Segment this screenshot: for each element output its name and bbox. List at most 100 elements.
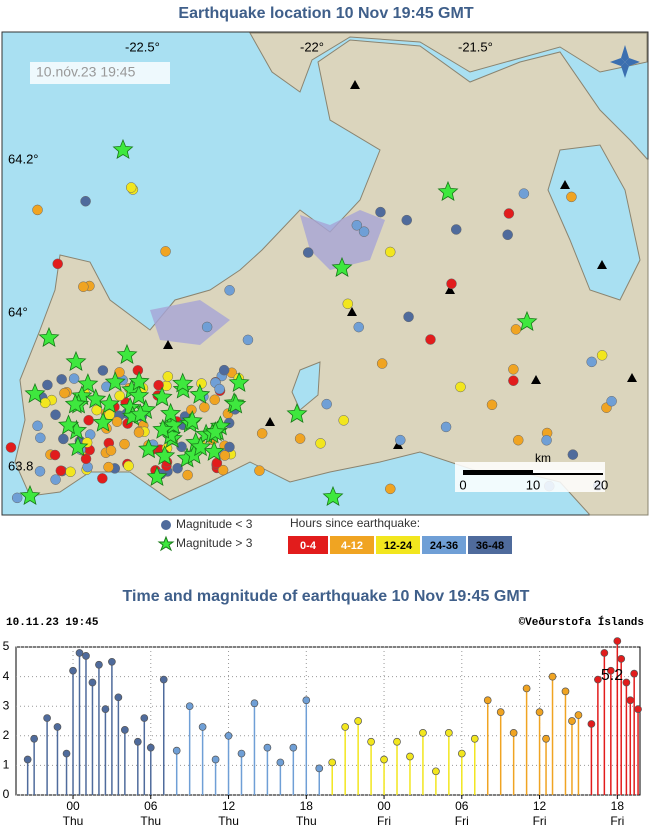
quake-star [58, 414, 79, 435]
stem-head [380, 755, 388, 764]
landmark [627, 373, 637, 382]
quake-dot [201, 321, 213, 333]
stem-head [108, 657, 116, 666]
quake-dot [395, 434, 406, 446]
stem-head [574, 711, 583, 719]
hours-swatch [468, 536, 512, 554]
quake-star [203, 440, 225, 461]
quake-dot [119, 438, 130, 450]
compass [610, 45, 640, 78]
x-tick-day: Fri [455, 814, 469, 828]
stem-head [561, 687, 570, 696]
hours-label: 12-24 [384, 540, 413, 552]
hours-swatch [376, 536, 420, 554]
quake-dot [55, 465, 67, 476]
stem-head [542, 734, 550, 743]
quake-star [98, 393, 120, 414]
x-tick-label: 06 [455, 799, 469, 813]
stem-head [121, 726, 129, 734]
stem-head [617, 654, 626, 663]
stem-head [146, 743, 155, 752]
quake-star [138, 438, 160, 459]
lat-label: 63.8 [8, 458, 33, 473]
stem-head [587, 720, 596, 728]
landmark [347, 307, 357, 316]
quake-dot [596, 350, 608, 361]
quake-dot [11, 492, 23, 504]
quake-dot [50, 474, 61, 485]
quake-dot [172, 462, 183, 474]
stem-head [133, 737, 142, 746]
quake-dot [384, 246, 396, 258]
quake-dot [541, 435, 552, 446]
annotation: 5.2 [601, 667, 623, 684]
quake-dot [123, 460, 134, 472]
lat-label: 64.2° [8, 151, 39, 166]
quake-dot [5, 442, 17, 453]
stem-head [185, 702, 194, 711]
quake-star [204, 421, 226, 442]
quake-dot [97, 473, 108, 484]
quake-dot [56, 374, 67, 385]
y-tick-label: 2 [3, 728, 10, 742]
quake-star [151, 386, 173, 407]
quake-star [331, 256, 353, 277]
quake-dot [65, 466, 76, 478]
hours-title: Hours since earthquake: [290, 516, 420, 530]
stem-head [457, 749, 466, 758]
quake-star [128, 384, 150, 405]
quake-dot [510, 324, 522, 335]
quake-dot [302, 247, 314, 258]
quake-dot [508, 375, 519, 386]
stem-head [101, 705, 110, 714]
hours-swatch [422, 536, 466, 554]
quake-dot [214, 383, 225, 395]
stem-head [211, 755, 220, 764]
stem-head [75, 649, 84, 657]
hours-swatch [330, 536, 374, 554]
stem-head [600, 649, 609, 657]
quake-dot [425, 334, 436, 345]
quake-dot [567, 449, 579, 460]
quake-star [77, 373, 99, 394]
quake-dot [508, 364, 519, 375]
chart-title: Time and magnitude of earthquake 10 Nov … [123, 588, 530, 605]
lake [291, 361, 321, 411]
land-north [249, 32, 648, 93]
x-tick-label: 00 [66, 799, 80, 813]
stem-head [69, 666, 77, 675]
stem-head [509, 728, 518, 737]
quake-dot [403, 311, 414, 323]
quake-dot [199, 401, 210, 413]
quake-star [154, 445, 176, 466]
stem-head [53, 723, 62, 731]
quake-star [129, 403, 151, 424]
map-timestamp: 10.nóv.23 19:45 [36, 64, 136, 80]
quake-star [225, 393, 247, 414]
quake-dot [114, 390, 125, 402]
quake-dot [133, 427, 145, 438]
stem-head [23, 755, 32, 764]
lon-label: -21.5° [458, 39, 493, 54]
quake-dot [68, 373, 80, 384]
scale-bar [533, 470, 603, 473]
stem-head [341, 723, 350, 731]
quake-star [38, 326, 60, 347]
stem-head [302, 696, 311, 705]
landmark [597, 260, 607, 269]
quake-dot [80, 453, 92, 465]
hours-legend: 0-4 4-12 12-24 24-36 36-48 [288, 536, 512, 554]
stem-head [88, 678, 97, 687]
quake-dot [105, 445, 117, 456]
timestamp-box [30, 62, 170, 84]
stem-head [496, 708, 505, 716]
y-tick-label: 1 [3, 758, 10, 772]
legend-star [157, 535, 175, 552]
map: 10.nóv.23 19:45 -22.5° -22° -21.5° 64.2°… [1, 31, 649, 516]
x-tick-label: 18 [300, 799, 314, 813]
quake-dot [455, 381, 466, 393]
quake-dot [219, 450, 231, 461]
lava-field [150, 300, 230, 345]
stem-head [114, 693, 123, 702]
